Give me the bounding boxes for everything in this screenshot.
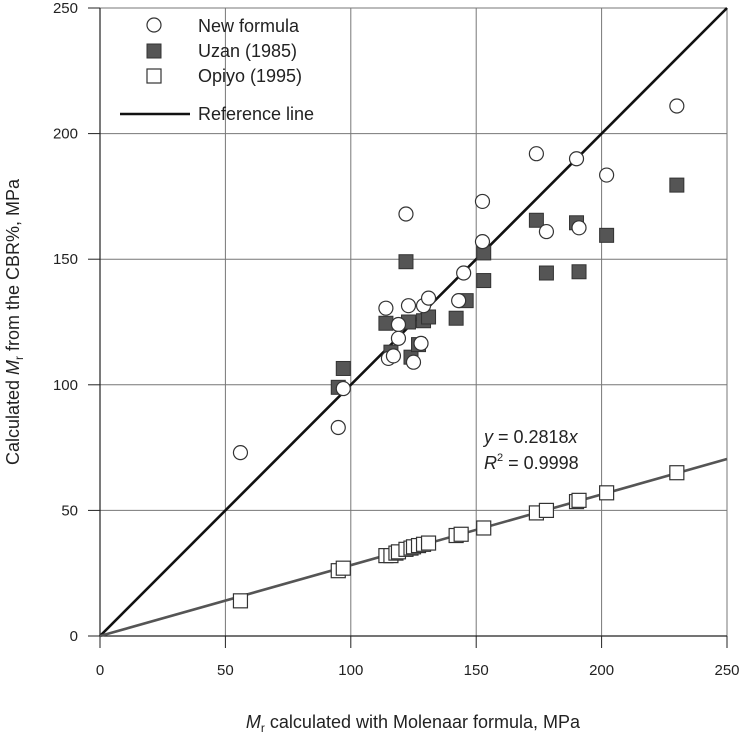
point-opiyo <box>571 492 587 508</box>
point-opiyo <box>599 485 615 501</box>
point-uzan <box>538 265 554 281</box>
point-opiyo <box>476 520 492 536</box>
point-opiyo <box>335 560 351 576</box>
point-new-formula <box>413 335 429 351</box>
point-new-formula <box>528 146 544 162</box>
point-uzan <box>398 254 414 270</box>
fit-annotation: y = 0.2818x R2 = 0.9998 <box>482 427 579 473</box>
legend: New formula Uzan (1985) Opiyo (1995) Ref… <box>120 16 314 124</box>
point-new-formula <box>599 167 615 183</box>
point-new-formula <box>451 293 467 309</box>
point-new-formula <box>456 265 472 281</box>
x-tick-label: 250 <box>714 662 739 679</box>
x-tick-label: 0 <box>96 662 104 679</box>
x-tick-labels: 0 50 100 150 200 250 <box>96 662 740 679</box>
point-uzan <box>378 315 394 331</box>
point-opiyo <box>538 502 555 518</box>
legend-marker-square-filled <box>146 43 162 59</box>
point-new-formula <box>398 206 414 222</box>
point-new-formula <box>669 98 685 114</box>
point-new-formula <box>385 348 402 364</box>
legend-item-uzan: Uzan (1985) <box>146 41 297 61</box>
legend-label: New formula <box>198 16 300 36</box>
point-new-formula <box>538 223 555 240</box>
legend-item-opiyo: Opiyo (1995) <box>146 66 302 86</box>
legend-label: Uzan (1985) <box>198 41 297 61</box>
x-tick-label: 50 <box>217 662 234 679</box>
y-tick-label: 0 <box>70 628 78 645</box>
point-opiyo <box>232 593 249 609</box>
point-new-formula <box>330 419 346 436</box>
fit-r-squared: R2 = 0.9998 <box>484 452 579 473</box>
y-tick-label: 100 <box>53 377 78 394</box>
y-tick-labels: 0 50 100 150 200 250 <box>53 0 78 645</box>
point-opiyo <box>453 526 469 542</box>
y-tick-label: 250 <box>53 0 78 17</box>
x-axis-title: Mr calculated with Molenaar formula, MPa <box>246 712 581 735</box>
grid <box>100 7 728 636</box>
point-uzan <box>571 264 587 280</box>
legend-label: Opiyo (1995) <box>198 66 302 86</box>
y-tick-label: 50 <box>61 502 78 519</box>
axes <box>88 7 728 648</box>
point-opiyo <box>420 535 437 551</box>
legend-label: Reference line <box>198 104 314 124</box>
point-new-formula <box>378 300 394 316</box>
point-new-formula <box>568 151 585 167</box>
x-tick-label: 100 <box>338 662 363 679</box>
x-tick-label: 150 <box>464 662 489 679</box>
legend-marker-square-open <box>146 68 162 84</box>
y-tick-label: 150 <box>53 251 78 268</box>
point-opiyo <box>669 465 685 481</box>
point-new-formula <box>405 354 422 370</box>
y-tick-label: 200 <box>53 126 78 143</box>
y-axis-title: Calculated Mr from the CBR%, MPa <box>3 178 26 465</box>
point-uzan <box>528 212 544 228</box>
point-uzan <box>335 360 351 376</box>
point-new-formula <box>474 234 491 250</box>
point-new-formula <box>400 298 417 314</box>
point-uzan <box>476 273 492 289</box>
point-new-formula <box>335 380 351 397</box>
point-new-formula <box>474 193 491 210</box>
legend-item-new-formula: New formula <box>146 16 300 36</box>
point-new-formula <box>390 316 407 333</box>
x-tick-label: 200 <box>589 662 614 679</box>
legend-marker-circle-open <box>146 17 162 33</box>
point-uzan <box>669 177 685 193</box>
point-new-formula <box>571 220 587 236</box>
fit-equation: y = 0.2818x <box>482 427 579 447</box>
point-new-formula <box>390 330 407 346</box>
point-uzan <box>448 310 464 326</box>
point-uzan <box>599 227 615 243</box>
legend-item-reference-line: Reference line <box>120 104 314 124</box>
point-new-formula <box>232 445 249 461</box>
data-points <box>232 98 685 609</box>
point-new-formula <box>420 290 437 306</box>
